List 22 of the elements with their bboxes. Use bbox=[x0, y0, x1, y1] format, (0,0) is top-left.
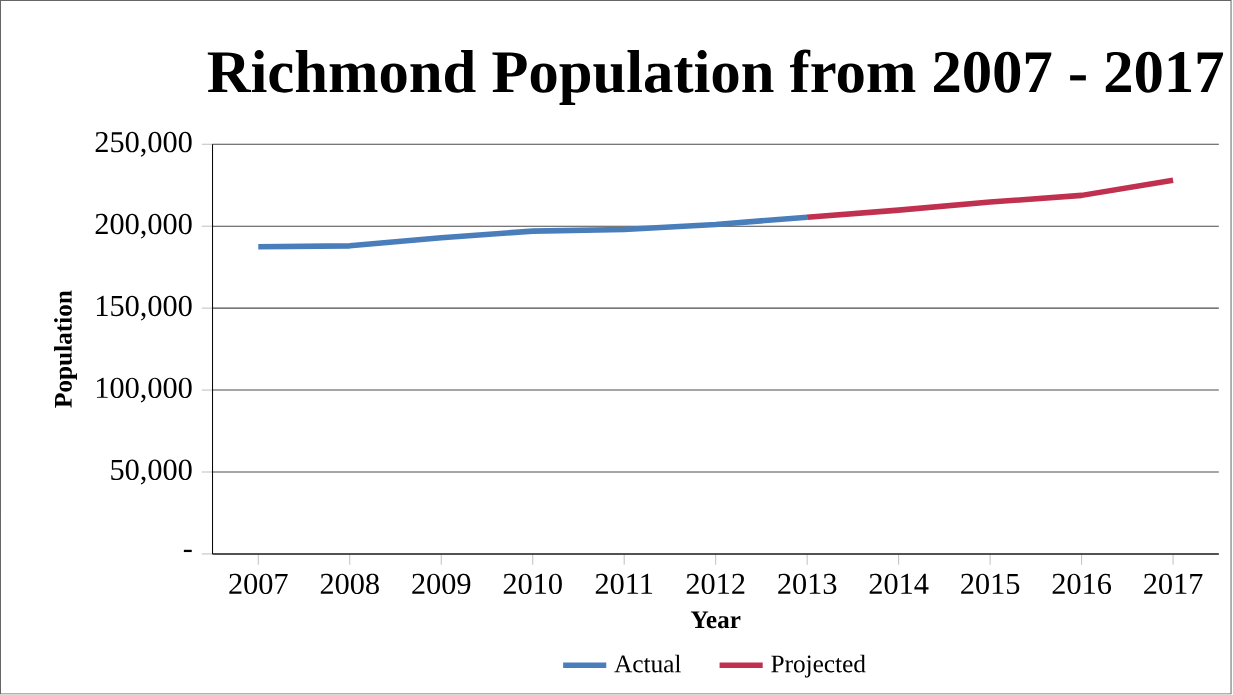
x-axis-title: Year bbox=[690, 611, 741, 629]
x-tick-label: 2012 bbox=[686, 573, 745, 595]
y-tick-label: - bbox=[183, 549, 192, 553]
x-tick-label: 2017 bbox=[1144, 573, 1203, 595]
legend-label: Actual bbox=[614, 654, 681, 673]
x-tick-label: 2016 bbox=[1052, 573, 1112, 595]
y-tick-label: 100,000 bbox=[96, 377, 192, 403]
y-axis-title: Population bbox=[54, 290, 77, 408]
x-tick-label: 2014 bbox=[869, 573, 929, 595]
legend-label: Projected bbox=[771, 654, 866, 678]
y-tick-label: 150,000 bbox=[96, 295, 192, 321]
x-tick-label: 2010 bbox=[503, 573, 562, 595]
x-tick-label: 2015 bbox=[961, 573, 1020, 595]
x-tick-label: 2009 bbox=[412, 573, 471, 595]
x-tick-label: 2011 bbox=[595, 573, 653, 595]
x-tick-label: 2007 bbox=[229, 573, 288, 595]
y-tick-label: 250,000 bbox=[95, 132, 192, 157]
x-tick-label: 2013 bbox=[778, 573, 837, 595]
x-tick-label: 2008 bbox=[320, 573, 379, 595]
y-tick-label: 200,000 bbox=[95, 213, 192, 239]
y-tick-label: 50,000 bbox=[111, 459, 192, 485]
chart-title: Richmond Population from 2007 - 2017 bbox=[207, 49, 1224, 106]
